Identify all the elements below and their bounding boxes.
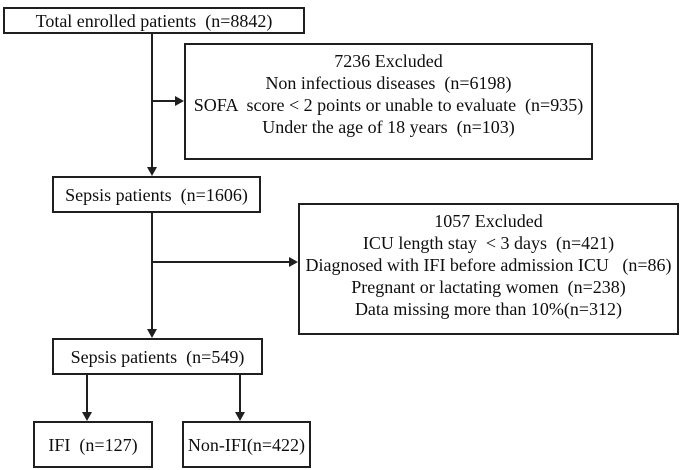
connector-branch-to-excluded1: [152, 100, 175, 102]
node-total-enrolled-label: Total enrolled patients (n=8842): [35, 10, 273, 31]
node-sepsis-549: Sepsis patients (n=549): [52, 338, 263, 375]
excluded-2-title: 1057 Excluded: [434, 211, 543, 231]
node-sepsis-549-label: Sepsis patients (n=549): [70, 346, 245, 367]
excluded-1-item: Non infectious diseases (n=6198): [265, 73, 512, 93]
connector-branch-to-excluded2: [152, 261, 289, 263]
excluded-1-item: Under the age of 18 years (n=103): [262, 117, 515, 137]
node-excluded-2: 1057 Excluded ICU length stay < 3 days (…: [298, 203, 679, 335]
node-total-enrolled: Total enrolled patients (n=8842): [3, 7, 305, 34]
excluded-2-item: Pregnant or lactating women (n=238): [351, 277, 626, 297]
arrow-right-icon: [175, 96, 184, 106]
node-sepsis-1606: Sepsis patients (n=1606): [52, 176, 261, 213]
node-ifi-label: IFI (n=127): [48, 434, 138, 455]
connector-sepsis2-to-ifi: [86, 375, 88, 412]
arrow-down-icon: [82, 412, 92, 421]
node-ifi: IFI (n=127): [33, 421, 153, 468]
arrow-down-icon: [147, 329, 157, 338]
node-nonifi: Non-IFI(n=422): [182, 421, 311, 468]
node-nonifi-label: Non-IFI(n=422): [187, 434, 306, 455]
excluded-1-title: 7236 Excluded: [334, 51, 443, 71]
excluded-2-item: Diagnosed with IFI before admission ICU …: [305, 255, 672, 275]
node-excluded-1: 7236 Excluded Non infectious diseases (n…: [184, 43, 593, 160]
excluded-1-item: SOFA score < 2 points or unable to evalu…: [193, 95, 584, 115]
excluded-2-item: Data missing more than 10%(n=312): [354, 299, 623, 319]
connector-sepsis2-to-nonifi: [239, 375, 241, 412]
arrow-down-icon: [235, 412, 245, 421]
arrow-right-icon: [289, 257, 298, 267]
arrow-down-icon: [147, 167, 157, 176]
excluded-2-item: ICU length stay < 3 days (n=421): [362, 233, 615, 253]
connector-sepsis1-to-sepsis2: [151, 213, 153, 330]
node-sepsis-1606-label: Sepsis patients (n=1606): [65, 184, 248, 205]
